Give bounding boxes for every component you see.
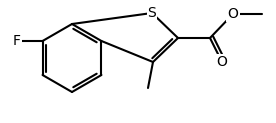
Text: O: O [228,7,238,21]
Text: F: F [12,34,20,48]
Text: S: S [148,6,156,20]
Text: O: O [217,55,227,69]
